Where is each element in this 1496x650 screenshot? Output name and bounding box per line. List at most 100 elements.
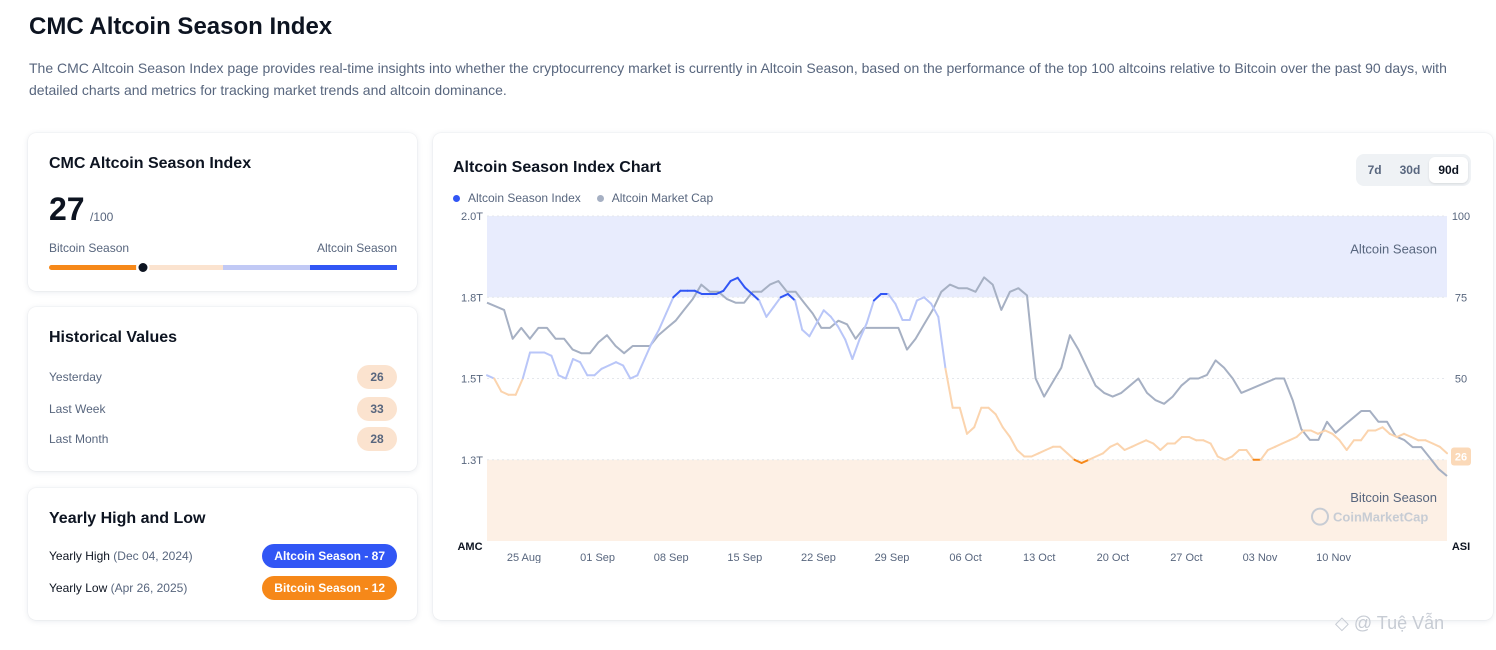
series-segment-index: [600, 364, 610, 370]
series-segment-index: [543, 351, 553, 357]
chart-plot: Altcoin Season Bitcoin Season CoinMarket…: [457, 211, 1471, 563]
series-segment-index: [1095, 452, 1105, 458]
x-axis-tick: 10 Nov: [1316, 552, 1351, 563]
series-segment-index: [514, 377, 524, 396]
series-segment-index: [729, 276, 739, 282]
series-segment-index: [958, 406, 968, 435]
scale-segment-altcoin: [310, 265, 397, 270]
series-segment-index: [794, 299, 804, 331]
scale-segment-altcoin-light: [223, 265, 310, 270]
historical-value: 28: [357, 427, 397, 451]
yearly-title: Yearly High and Low: [49, 510, 206, 527]
series-segment-index: [1403, 432, 1413, 438]
series-segment-index: [1223, 455, 1234, 461]
historical-value: 33: [357, 397, 397, 421]
series-segment-index: [973, 406, 983, 429]
legend-item-index[interactable]: Altcoin Season Index: [453, 191, 581, 205]
series-segment-index: [1431, 442, 1441, 448]
series-segment-index: [1438, 445, 1448, 455]
series-segment-index: [615, 361, 625, 367]
x-axis-tick: 22 Sep: [801, 552, 836, 563]
x-axis-tick: 27 Oct: [1170, 552, 1202, 563]
historical-title: Historical Values: [49, 329, 178, 346]
historical-row-last-month: Last Month 28: [49, 427, 397, 451]
yearly-high-date: (Dec 04, 2024): [113, 549, 193, 563]
series-segment-index: [557, 374, 567, 380]
x-axis-tick: 13 Oct: [1023, 552, 1055, 563]
historical-value: 26: [357, 365, 397, 389]
series-segment-index: [1001, 426, 1011, 438]
yearly-high-row: Yearly High (Dec 04, 2024) Altcoin Seaso…: [49, 544, 397, 568]
series-segment-index: [786, 293, 797, 302]
yearly-low-badge: Bitcoin Season - 12: [262, 576, 397, 600]
series-segment-index: [1202, 439, 1212, 445]
right-axis-name: ASI: [1452, 541, 1470, 553]
series-segment-index: [779, 293, 789, 299]
left-axis-tick: 1.3T: [461, 455, 483, 467]
historical-label: Last Month: [49, 432, 109, 446]
series-segment-index: [1102, 445, 1112, 455]
yearly-high-label: Yearly High (Dec 04, 2024): [49, 549, 193, 563]
historical-label: Last Week: [49, 402, 106, 416]
series-segment-index: [715, 289, 725, 295]
series-segment-index: [1295, 429, 1305, 438]
series-segment-index: [872, 293, 882, 302]
yearly-high-badge: Altcoin Season - 87: [262, 544, 397, 568]
range-30d-button[interactable]: 30d: [1399, 163, 1421, 177]
series-segment-index: [1274, 442, 1284, 448]
series-line-market-cap: [486, 276, 1448, 477]
series-segment-index: [1345, 439, 1355, 451]
legend-dot-icon: [453, 194, 460, 202]
chart-title: Altcoin Season Index Chart: [453, 159, 662, 176]
range-90d-button[interactable]: 90d: [1429, 157, 1468, 183]
series-segment-index: [1130, 442, 1140, 448]
series-segment-index: [1030, 452, 1040, 458]
series-segment-index: [1152, 442, 1162, 451]
current-value-badge: 26: [1451, 447, 1471, 466]
series-segment-index: [1216, 455, 1226, 461]
yearly-low-row: Yearly Low (Apr 26, 2025) Bitcoin Season…: [49, 576, 397, 600]
series-segment-index: [1087, 455, 1097, 461]
series-segment-index: [1381, 426, 1391, 435]
historical-row-last-week: Last Week 33: [49, 397, 397, 421]
series-segment-index: [521, 351, 531, 380]
series-segment-index: [1209, 442, 1219, 458]
series-segment-index: [944, 367, 954, 409]
series-segment-index: [966, 426, 976, 435]
x-axis-tick: 03 Nov: [1243, 552, 1278, 563]
series-segment-index: [1259, 449, 1269, 461]
series-segment-index: [672, 289, 682, 299]
series-segment-index: [607, 361, 617, 367]
x-axis-tick: 20 Oct: [1097, 552, 1129, 563]
series-segment-index: [1173, 436, 1183, 445]
legend-item-market-cap[interactable]: Altcoin Market Cap: [596, 191, 713, 205]
series-segment-index: [908, 299, 918, 321]
series-segment-index: [1338, 439, 1348, 451]
range-7d-button[interactable]: 7d: [1367, 163, 1382, 177]
yearly-high-low-card: Yearly High and Low Yearly High (Dec 04,…: [28, 488, 417, 620]
series-segment-index: [1145, 439, 1155, 445]
series-segment-index: [743, 286, 754, 295]
series-segment-index: [665, 296, 675, 315]
right-axis-tick: 75: [1455, 292, 1467, 304]
series-segment-index: [1059, 445, 1069, 455]
series-segment-index: [751, 293, 761, 302]
series-segment-index: [837, 325, 847, 341]
series-segment-index: [572, 358, 582, 364]
yearly-low-date: (Apr 26, 2025): [110, 581, 188, 595]
series-segment-index: [858, 322, 868, 341]
series-segment-index: [1073, 458, 1083, 464]
page-description: The CMC Altcoin Season Index page provid…: [29, 60, 1447, 98]
series-segment-index: [1410, 436, 1420, 442]
left-axis-tick: 1.5T: [461, 374, 483, 386]
coinmarketcap-logo-text: CoinMarketCap: [1333, 510, 1428, 525]
coinmarketcap-logo: CoinMarketCap: [1311, 507, 1428, 526]
x-axis-tick: 29 Sep: [875, 552, 910, 563]
series-segment-index: [1231, 449, 1241, 458]
series-segment-index: [865, 299, 875, 325]
series-segment-index: [1288, 436, 1298, 442]
series-segment-index: [758, 299, 768, 318]
series-segment-index: [550, 354, 560, 377]
legend-label: Altcoin Season Index: [468, 191, 581, 205]
